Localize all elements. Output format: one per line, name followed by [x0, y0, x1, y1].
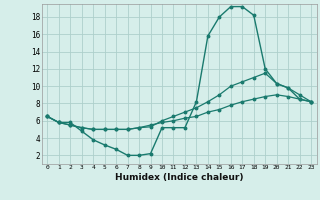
X-axis label: Humidex (Indice chaleur): Humidex (Indice chaleur) [115, 173, 244, 182]
